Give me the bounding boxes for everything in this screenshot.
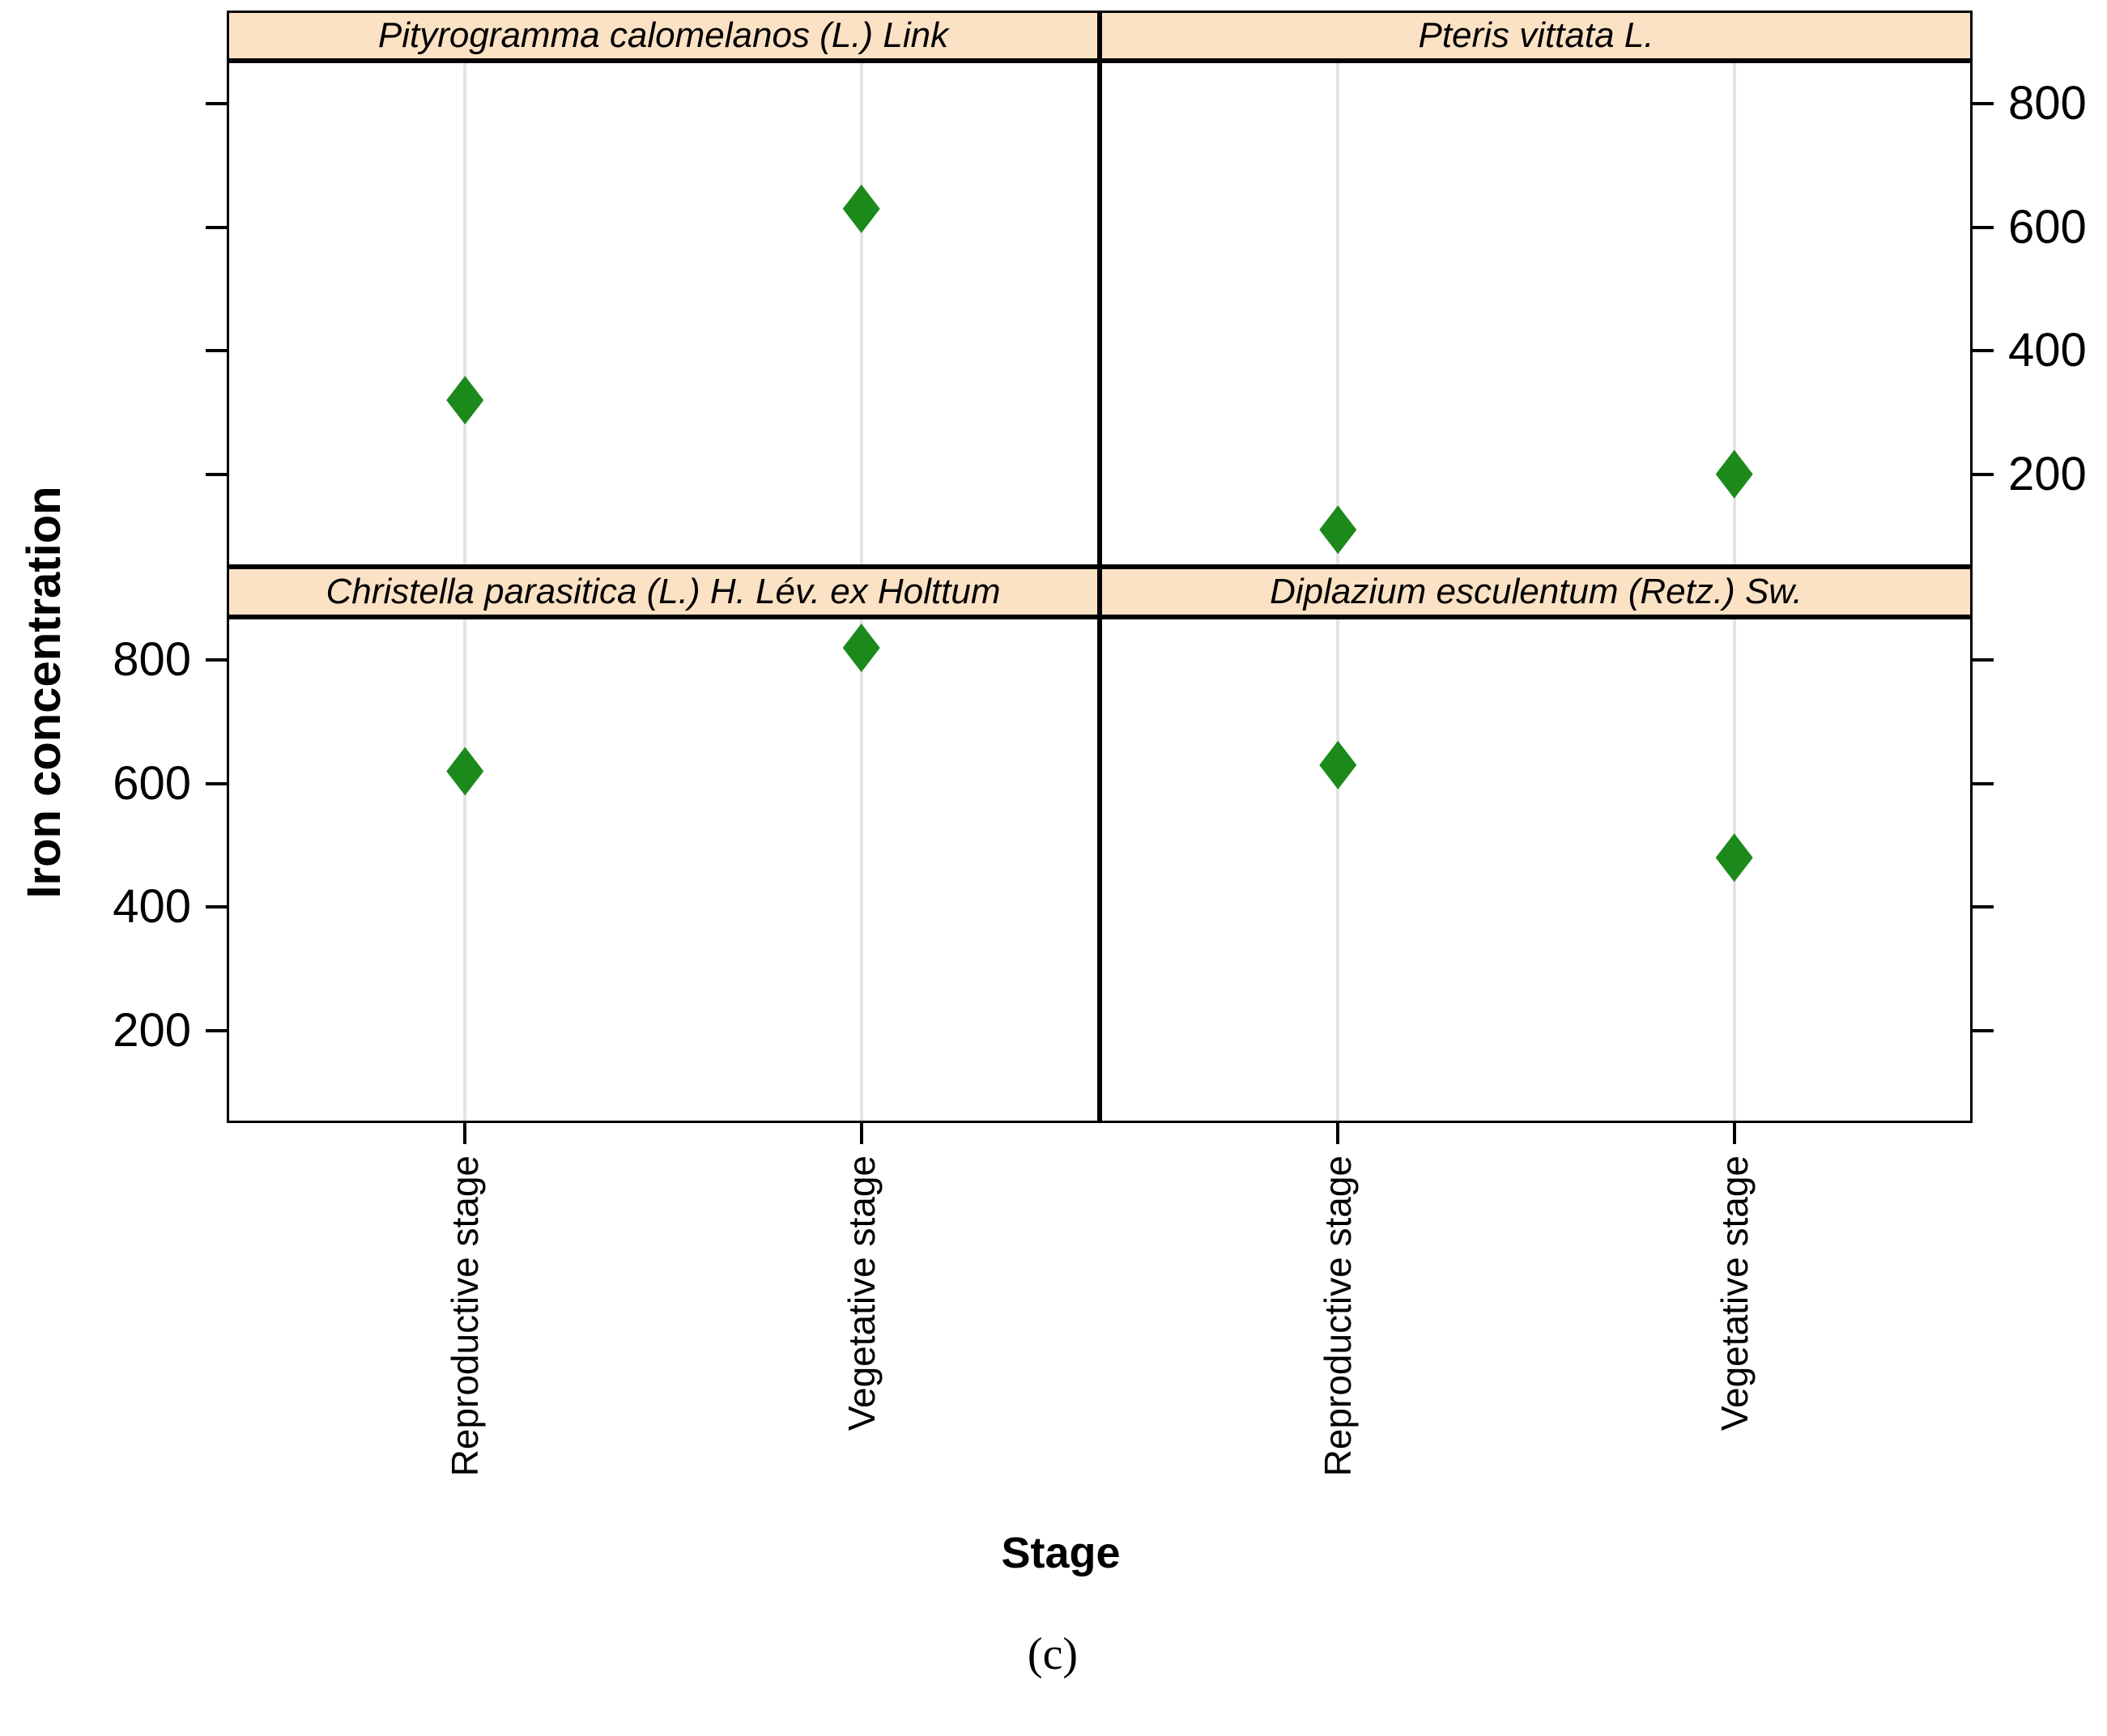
y-axis-title: Iron concentration: [18, 486, 70, 899]
y-tick: [1973, 905, 1994, 909]
panel: [1100, 61, 1973, 567]
y-tick: [206, 1028, 227, 1032]
y-tick: [1973, 102, 1994, 106]
y-tick: [206, 658, 227, 662]
panel: [227, 617, 1100, 1123]
strip-species-title: Diplazium esculentum (Retz.) Sw.: [1270, 572, 1803, 611]
y-tick-label: 400: [113, 880, 191, 934]
y-tick-label: 600: [113, 756, 191, 810]
category-gridline: [463, 63, 467, 564]
figure-caption: (c): [1027, 1629, 1079, 1679]
y-tick: [1973, 1028, 1994, 1032]
category-gridline: [1336, 619, 1340, 1121]
x-tick: [859, 1123, 863, 1144]
x-tick-label: Vegetative stage: [840, 1155, 883, 1432]
y-tick: [1973, 472, 1994, 476]
panel-strip: Christella parasitica (L.) H. Lév. ex Ho…: [227, 567, 1100, 617]
panel-strip: Pteris vittata L.: [1100, 11, 1973, 61]
x-tick-label: Vegetative stage: [1713, 1155, 1756, 1432]
category-gridline: [1336, 63, 1340, 564]
strip-species-title: Pteris vittata L.: [1418, 15, 1654, 55]
x-tick: [463, 1123, 467, 1144]
y-tick-label: 600: [2008, 200, 2087, 253]
category-gridline: [859, 619, 863, 1121]
strip-species-title: Pityrogramma calomelanos (L.) Link: [377, 15, 949, 55]
y-tick-label: 200: [113, 1003, 191, 1057]
y-tick: [1973, 225, 1994, 229]
y-tick: [206, 225, 227, 229]
y-tick: [1973, 781, 1994, 785]
panel-strip: Pityrogramma calomelanos (L.) Link: [227, 11, 1100, 61]
category-gridline: [859, 63, 863, 564]
y-tick: [206, 472, 227, 476]
y-tick-label: 800: [2008, 77, 2087, 130]
panel: [227, 61, 1100, 567]
y-tick-label: 200: [2008, 447, 2087, 500]
category-gridline: [463, 619, 467, 1121]
y-tick: [206, 102, 227, 106]
x-tick-label: Reproductive stage: [1317, 1155, 1360, 1477]
x-tick: [1336, 1123, 1340, 1144]
y-tick-label: 400: [2008, 324, 2087, 377]
x-tick-label: Reproductive stage: [444, 1155, 487, 1477]
panel-strip: Diplazium esculentum (Retz.) Sw.: [1100, 567, 1973, 617]
y-tick: [206, 905, 227, 909]
category-gridline: [1732, 63, 1736, 564]
y-tick: [1973, 349, 1994, 353]
y-tick: [206, 781, 227, 785]
y-tick-label: 800: [113, 633, 191, 687]
x-axis-title: Stage: [1001, 1529, 1121, 1577]
y-tick: [206, 349, 227, 353]
y-tick: [1973, 658, 1994, 662]
x-tick: [1732, 1123, 1736, 1144]
panel: [1100, 617, 1973, 1123]
strip-species-title: Christella parasitica (L.) H. Lév. ex Ho…: [326, 572, 1001, 611]
